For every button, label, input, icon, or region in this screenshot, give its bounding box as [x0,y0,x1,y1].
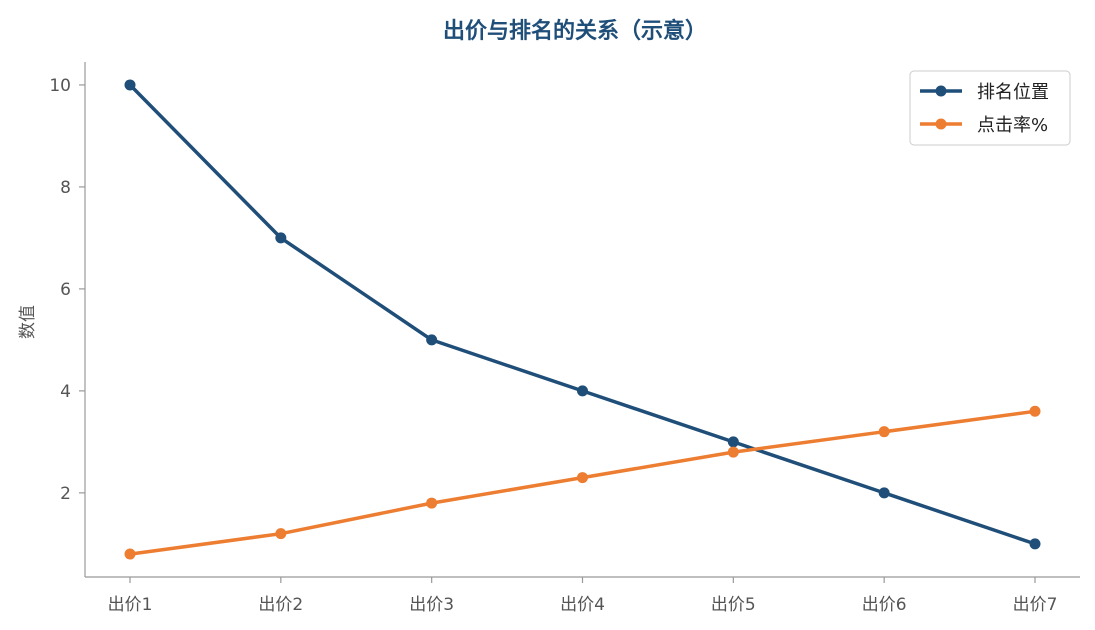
legend-swatch-marker [935,85,947,97]
y-tick-label: 2 [60,484,71,504]
y-tick-label: 8 [60,178,71,198]
y-tick-label: 6 [60,280,71,300]
series-2 [124,405,1041,560]
x-tick-label: 出价6 [862,595,907,615]
x-tick-label: 出价2 [258,595,303,615]
chart-title: 出价与排名的关系（示意） [443,18,707,44]
x-tick-label: 出价3 [409,595,454,615]
data-point [1029,538,1041,550]
data-point [727,436,739,448]
x-tick-label: 出价5 [711,595,756,615]
y-tick-label: 10 [49,76,71,96]
data-point [275,528,287,540]
data-point [426,497,438,509]
series-1 [124,79,1041,550]
data-point [1029,405,1041,417]
y-tick-label: 4 [60,382,71,402]
data-point [275,232,287,244]
legend-label: 排名位置 [977,82,1049,103]
data-point [878,426,890,438]
data-point [124,548,136,560]
x-tick-label: 出价1 [108,595,153,615]
data-point [124,79,136,91]
legend-swatch-marker [935,118,947,130]
data-point [577,385,588,397]
data-point [727,446,739,458]
x-tick-label: 出价4 [560,595,605,615]
series-layer [124,79,1041,560]
x-tick-label: 出价7 [1013,595,1058,615]
data-point [878,487,890,499]
legend-label: 点击率% [977,115,1048,136]
y-axis-label: 数值 [18,305,38,339]
data-point [577,472,588,484]
data-point [426,334,438,346]
axes: 2 4 6 8 10 出价1 出价2 出价3 出价4 出价5 出价6 出价7 [49,62,1080,615]
